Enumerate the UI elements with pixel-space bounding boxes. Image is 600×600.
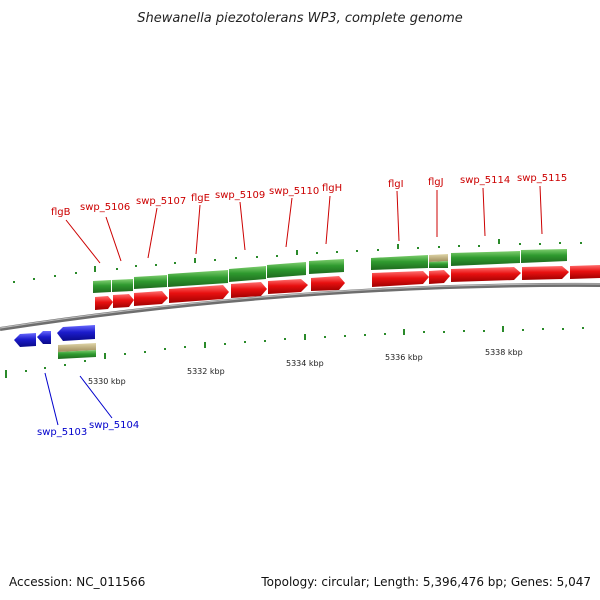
genome-backbone-highlight — [0, 283, 600, 329]
cds-arrow[interactable] — [372, 271, 429, 287]
gene-label[interactable]: swp_5107 — [136, 196, 186, 207]
top-gene-labels: flgB swp_5106 swp_5107 flgE swp_5109 swp… — [51, 173, 567, 218]
cds-arrow[interactable] — [570, 265, 600, 279]
page-title: Shewanella piezotolerans WP3, complete g… — [137, 11, 463, 26]
gene-block[interactable] — [58, 350, 96, 359]
gene-label[interactable]: swp_5106 — [80, 202, 130, 213]
gene-track-reverse — [14, 325, 96, 359]
cds-arrow-reverse[interactable] — [57, 325, 95, 341]
gene-label[interactable]: swp_5115 — [517, 173, 567, 184]
kbp-label: 5332 kbp — [187, 367, 225, 376]
kbp-label: 5336 kbp — [385, 353, 423, 362]
gene-block[interactable] — [371, 255, 428, 270]
kbp-labels: 5330 kbp 5332 kbp 5334 kbp 5336 kbp 5338… — [88, 348, 523, 386]
genome-backbone — [0, 282, 600, 331]
bottom-tick-row — [5, 326, 584, 378]
gene-block[interactable] — [229, 266, 266, 282]
cds-arrow[interactable] — [231, 282, 267, 298]
gene-block[interactable] — [134, 275, 167, 289]
gene-label[interactable]: swp_5114 — [460, 175, 510, 186]
bottom-leader-lines — [44, 372, 113, 426]
bottom-gene-labels: swp_5103 swp_5104 — [37, 420, 139, 438]
cds-arrow-reverse[interactable] — [14, 333, 36, 347]
cds-track-forward — [95, 265, 600, 310]
gene-label[interactable]: flgB — [51, 207, 71, 218]
gene-label[interactable]: flgH — [322, 183, 342, 194]
gene-block-tan[interactable] — [58, 343, 96, 352]
gene-label[interactable]: swp_5110 — [269, 186, 319, 197]
genome-summary-text: Topology: circular; Length: 5,396,476 bp… — [260, 575, 591, 589]
gene-label[interactable]: flgJ — [428, 177, 444, 188]
gene-label[interactable]: flgI — [388, 179, 404, 190]
cds-arrow-reverse[interactable] — [37, 331, 51, 344]
kbp-label: 5334 kbp — [286, 359, 324, 368]
gene-block[interactable] — [309, 259, 344, 274]
gene-track-forward — [93, 249, 567, 293]
kbp-label: 5330 kbp — [88, 377, 126, 386]
top-leader-lines — [65, 185, 543, 264]
gene-block[interactable] — [429, 261, 448, 268]
gene-block[interactable] — [521, 249, 567, 263]
gene-label[interactable]: swp_5104 — [89, 420, 139, 431]
top-tick-row — [13, 239, 582, 283]
gene-block[interactable] — [112, 279, 133, 292]
cds-arrow[interactable] — [429, 270, 450, 284]
accession-text: Accession: NC_011566 — [9, 575, 145, 589]
cds-arrow[interactable] — [451, 267, 521, 282]
cds-arrow[interactable] — [113, 294, 134, 308]
cds-arrow[interactable] — [169, 285, 229, 303]
cds-arrow[interactable] — [134, 291, 168, 306]
gene-label[interactable]: swp_5109 — [215, 190, 265, 201]
cds-arrow[interactable] — [268, 279, 308, 294]
cds-arrow[interactable] — [95, 296, 113, 310]
cds-arrow[interactable] — [311, 276, 345, 291]
cds-arrow[interactable] — [522, 266, 569, 280]
gene-label[interactable]: swp_5103 — [37, 427, 87, 438]
gene-block-tan[interactable] — [429, 254, 448, 262]
gene-block[interactable] — [451, 251, 520, 266]
gene-block[interactable] — [93, 280, 111, 293]
kbp-label: 5338 kbp — [485, 348, 523, 357]
gene-block[interactable] — [267, 262, 306, 278]
gene-label[interactable]: flgE — [191, 193, 210, 204]
gene-block[interactable] — [168, 270, 228, 287]
